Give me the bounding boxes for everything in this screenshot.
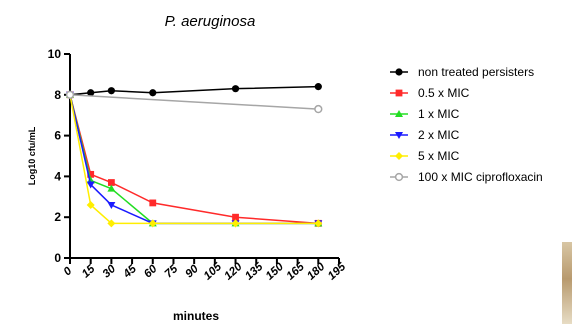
- data-point: [231, 219, 240, 228]
- series-line: [69, 94, 319, 225]
- legend-label: 1 x MIC: [418, 107, 460, 121]
- data-point: [314, 104, 323, 114]
- x-tick-label: 15: [80, 263, 98, 281]
- series-line: [69, 85, 319, 96]
- legend-marker: [395, 152, 403, 160]
- x-tick-label: 30: [101, 263, 119, 281]
- x-tick-label: 60: [142, 263, 160, 281]
- series-line: [69, 94, 319, 225]
- x-tick-label: 135: [243, 260, 266, 282]
- legend-label: non treated persisters: [418, 65, 534, 79]
- data-point: [87, 170, 95, 178]
- data-point: [86, 181, 95, 189]
- data-point: [107, 184, 116, 192]
- legend-item: 1 x MIC: [390, 107, 460, 121]
- legend-label: 5 x MIC: [418, 149, 460, 163]
- x-tick-label: 45: [121, 263, 140, 282]
- data-point: [65, 90, 75, 99]
- x-tick-label: 120: [222, 260, 245, 282]
- x-tick-label: 105: [202, 260, 225, 282]
- data-point: [86, 200, 95, 209]
- x-tick-label: 75: [163, 263, 181, 281]
- series-layer: [65, 83, 323, 228]
- series-4: [66, 90, 323, 228]
- data-point: [149, 89, 157, 97]
- photo-fragment: [562, 242, 572, 324]
- y-tick-label: 8: [54, 88, 61, 102]
- legend-item: 5 x MIC: [390, 149, 460, 163]
- axis-ticks: 0 2 4 6 8 10 0 15 30 45 60 75 90 10512013515016518019…: [48, 47, 349, 283]
- legend-marker: [395, 110, 403, 117]
- legend-label: 2 x MIC: [418, 128, 460, 142]
- x-tick-label: 180: [305, 260, 328, 282]
- x-axis-label: minutes: [173, 309, 219, 323]
- legend: non treated persisters 0.5 x MIC 1 x MIC 2 …: [390, 65, 543, 184]
- chart-title: P. aeruginosa: [165, 13, 256, 30]
- x-tick-label: 0: [62, 265, 75, 279]
- data-point: [148, 219, 157, 228]
- legend-item: 100 x MIC ciprofloxacin: [390, 170, 543, 184]
- x-tick-label: 195: [326, 260, 349, 282]
- data-point: [232, 213, 239, 221]
- data-point: [107, 201, 116, 209]
- y-tick-label: 6: [54, 129, 61, 143]
- x-tick-label: 165: [284, 260, 307, 282]
- series-line: [69, 94, 319, 110]
- series-2: [66, 90, 323, 227]
- data-point: [107, 179, 115, 186]
- series-line: [69, 94, 319, 225]
- legend-item: 2 x MIC: [390, 128, 460, 142]
- data-point: [107, 219, 116, 228]
- legend-item: 0.5 x MIC: [390, 86, 470, 100]
- data-point: [87, 89, 95, 97]
- y-axis-label: Log10 cfu/mL: [27, 126, 37, 185]
- series-3: [66, 91, 323, 228]
- y-tick-label: 2: [54, 210, 61, 224]
- y-tick-label: 0: [54, 251, 61, 265]
- legend-marker: [395, 89, 403, 97]
- x-tick-label: 90: [183, 263, 201, 281]
- legend-marker: [394, 172, 404, 182]
- data-point: [314, 219, 323, 228]
- y-tick-label: 10: [48, 47, 62, 61]
- legend-label: 0.5 x MIC: [418, 86, 470, 100]
- legend-marker: [395, 132, 403, 139]
- data-point: [314, 83, 322, 91]
- x-tick-label: 150: [264, 260, 287, 282]
- data-point: [231, 85, 240, 93]
- data-point: [107, 87, 115, 95]
- data-point: [149, 199, 157, 207]
- legend-label: 100 x MIC ciprofloxacin: [418, 170, 543, 184]
- legend-marker: [395, 68, 403, 76]
- legend-item: non treated persisters: [390, 65, 534, 79]
- y-tick-label: 4: [54, 169, 61, 183]
- series-line: [69, 94, 319, 225]
- series-5: [65, 90, 323, 114]
- series-1: [66, 91, 322, 227]
